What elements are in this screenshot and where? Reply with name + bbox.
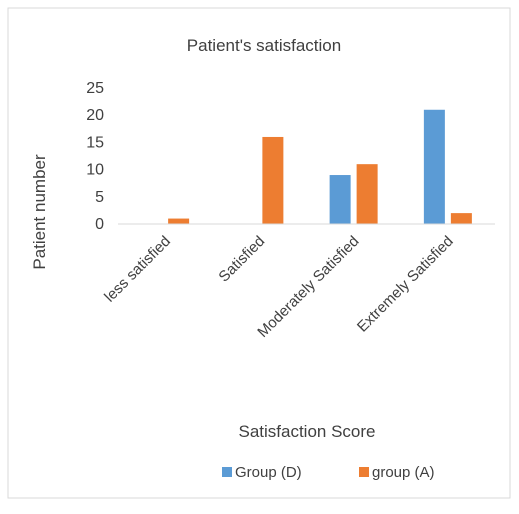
y-tick-label: 15 [86,134,104,151]
legend: Group (D) group (A) [222,464,435,481]
y-tick-label: 0 [95,216,104,233]
bar [329,175,351,224]
legend-swatch [222,467,232,477]
bar [356,164,378,224]
bar [423,109,445,224]
y-tick-label: 10 [86,162,104,179]
y-tick-label: 25 [86,80,104,97]
legend-label: group (A) [372,464,435,481]
bar [450,213,472,224]
legend-label: Group (D) [235,464,302,481]
y-tick-label: 5 [95,189,104,206]
bar [262,136,284,224]
chart-title: Patient's satisfaction [187,36,341,55]
x-axis-label: Satisfaction Score [238,422,375,441]
legend-swatch [359,467,369,477]
chart-border [7,7,511,499]
y-axis: 0 5 10 15 20 25 [86,80,104,233]
y-tick-label: 20 [86,107,104,124]
bars [168,109,472,224]
y-axis-label: Patient number [30,154,49,270]
bar [168,218,190,224]
